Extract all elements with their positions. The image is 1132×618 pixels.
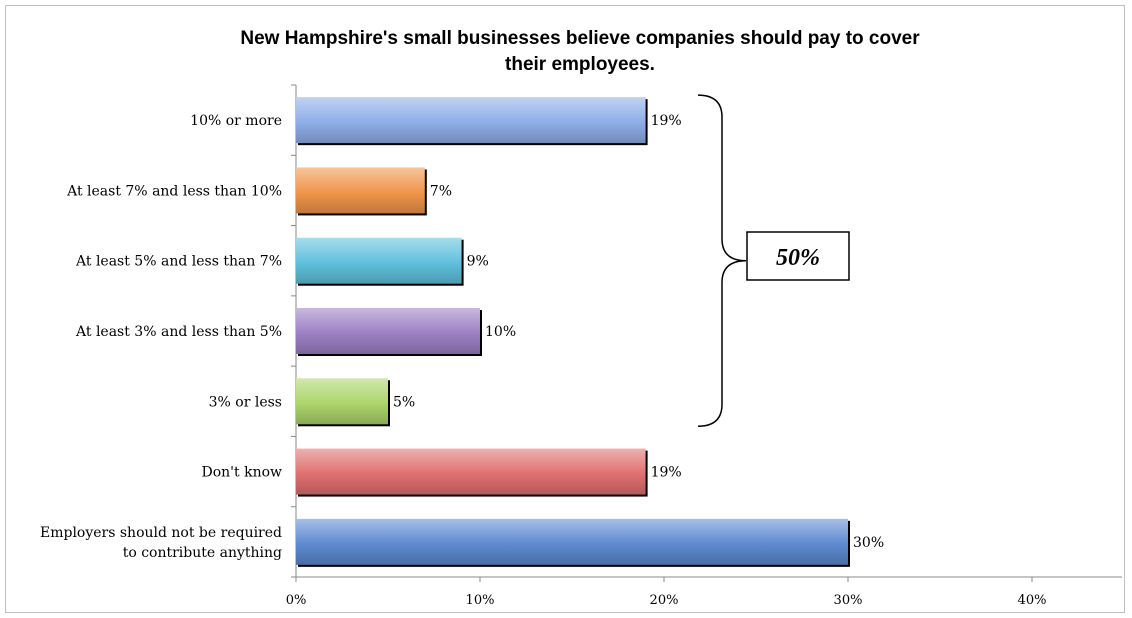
bar	[296, 237, 462, 284]
bar-value-label: 19%	[651, 465, 682, 481]
category-label: At least 5% and less than 7%	[75, 254, 282, 270]
x-tick-label: 30%	[834, 593, 863, 608]
x-tick-label: 0%	[286, 593, 307, 608]
bar-value-label: 10%	[485, 324, 516, 340]
bar-value-label: 30%	[853, 535, 884, 551]
chart-title-line-2: their employees.	[505, 54, 655, 75]
x-tick-label: 40%	[1018, 593, 1047, 608]
bar	[296, 97, 646, 144]
bar	[296, 308, 480, 354]
bar-value-label: 5%	[393, 394, 415, 410]
bar	[296, 378, 388, 425]
category-label: 3% or less	[209, 394, 282, 410]
x-tick-label: 20%	[650, 593, 679, 608]
category-label: At least 7% and less than 10%	[66, 183, 282, 199]
bar	[296, 448, 646, 495]
annotation-label: 50%	[776, 245, 820, 271]
curly-brace	[697, 94, 747, 428]
chart-title: New Hampshire's small businesses believe…	[0, 26, 1132, 78]
chart-title-line-1: New Hampshire's small businesses believe…	[240, 28, 920, 49]
x-tick-label: 10%	[466, 593, 495, 608]
category-label: At least 3% and less than 5%	[75, 324, 282, 340]
bar	[296, 167, 425, 214]
bar-value-label: 9%	[467, 254, 489, 270]
bar-value-label: 19%	[651, 113, 682, 129]
category-label: Employers should not be required to contr…	[40, 525, 282, 561]
category-label: Don't know	[201, 465, 282, 481]
annotation-box	[746, 231, 850, 281]
category-label: 10% or more	[190, 113, 282, 129]
bar-value-label: 7%	[430, 183, 452, 199]
bar	[296, 518, 848, 565]
